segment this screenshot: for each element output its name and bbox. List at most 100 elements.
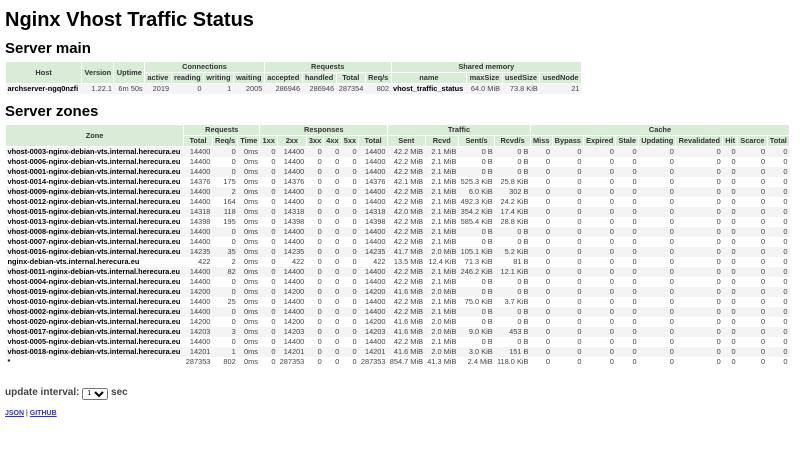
zone-row: vhost-0014-nginx-debian-vts.internal.her… [6,177,790,187]
cache-cell: 0 [615,187,639,197]
cache-cell: 0 [530,227,553,237]
server-zones-table: Zone Requests Responses Traffic Cache To… [4,124,791,367]
cell: vhost_traffic_status [391,83,467,94]
cell: 0ms [237,146,260,157]
github-link[interactable]: GITHUB [29,409,57,417]
cache-cell: 0 [760,217,766,226]
json-link[interactable]: JSON [5,409,25,417]
zone-row: vhost-0005-nginx-debian-vts.internal.her… [6,337,790,347]
cell: 0 [212,287,238,297]
column-header: Total [358,135,389,147]
cell: 14400 [189,297,211,306]
cache-cell: 0 [722,267,738,277]
zone-name: vhost-0002-nginx-debian-vts.internal.her… [5,307,184,317]
cell: 0 [335,357,340,366]
zone-row: vhost-0017-nginx-debian-vts.internal.her… [5,327,790,337]
zone-name: vhost-0006-nginx-debian-vts.internal.her… [7,157,181,166]
cell: 2.1 MiB [431,237,457,246]
cell: 2005 [233,83,265,94]
column-header: Expired [583,135,617,147]
link-separator: | [26,409,28,417]
cell: 2.1 MiB [425,167,459,177]
cell: 0ms [244,237,258,246]
cell: 0 [306,207,324,217]
cell: 42.2 MiB [393,237,424,246]
cell: 0 B [458,167,495,177]
cache-cell: 0 [577,257,582,266]
cell: 14400 [283,277,305,286]
zone-name: vhost-0003-nginx-debian-vts.internal.her… [5,146,184,157]
cell: 287353 [360,357,386,366]
zone-name: vhost-0015-nginx-debian-vts.internal.her… [5,207,184,217]
cache-cell: 0 [638,307,676,317]
cell: 525.3 KiB [460,177,493,186]
cell: 14400 [189,197,211,206]
column-header: Miss [529,135,553,147]
cache-cell: 0 [783,237,788,246]
column-header: Hit [722,135,739,147]
cell: 14400 [277,267,307,277]
cache-cell: 0 [609,157,614,166]
cache-cell: 0 [783,317,788,326]
cache-cell: 0 [675,247,723,257]
cache-cell: 0 [632,157,637,166]
cache-cell: 0 [615,247,639,257]
cell: 14400 [277,187,307,197]
cell: 287353 [185,357,211,366]
column-header: name [390,72,468,84]
cache-cell: 0 [552,227,584,237]
cell: 0 [323,327,342,337]
cell: 302 B [494,187,531,197]
cache-cell: 0 [716,157,721,166]
group-requests: Requests [183,124,261,136]
cell: 0 [317,217,322,226]
cache-cell: 0 [731,177,736,186]
cache-cell: 0 [577,277,582,286]
cell: 0 [271,197,276,206]
cell: 0 [306,146,324,157]
cache-cell: 0 [609,257,614,266]
cache-cell: 0 [552,327,584,337]
cell: 354.2 KiB [458,207,495,217]
cache-cell: 0 [722,347,738,357]
zone-name: vhost-0005-nginx-debian-vts.internal.her… [7,337,181,346]
cell: 854.7 MiB [389,357,424,366]
cell: 0 [341,247,359,257]
cache-cell: 0 [545,237,551,246]
cell: 0 [317,297,322,306]
zone-name: vhost-0014-nginx-debian-vts.internal.her… [7,177,181,186]
cache-cell: 0 [669,257,674,266]
cell: 14400 [358,227,388,237]
cell: 14398 [283,217,305,226]
zone-row: * 287353 802 0ms 0 287353 0 0 0 287353 854.7 MiB 41… [6,357,790,367]
cell: 2.1 MiB [431,217,457,226]
cache-cell: 0 [577,317,582,326]
zone-name: vhost-0004-nginx-debian-vts.internal.her… [7,277,181,286]
cell: 0 [317,317,322,326]
cell: 35 [212,247,238,257]
cache-cell: 0 [760,337,766,346]
cache-cell: 0 [669,357,674,366]
cell: 71.3 KiB [464,257,493,266]
cache-cell: 0 [545,177,551,186]
cell: 2.0 MiB [425,287,459,297]
cell: 0 [271,317,276,326]
column-header: Rcvd/s [494,135,531,147]
column-header: Rcvd [424,135,459,147]
column-header: Sent/s [457,135,496,147]
cell: 0 [352,257,357,266]
cell: 14400 [183,187,213,197]
cell: 195 [223,217,236,226]
cache-cell: 0 [638,146,676,157]
cache-cell: 0 [552,287,584,297]
update-interval-unit: sec [111,387,128,398]
cell: 0 B [517,337,529,346]
cell: 585.4 KiB [460,217,493,226]
cache-cell: 0 [609,197,614,206]
group-traffic: Traffic [387,124,531,136]
cell: 0 [271,257,276,266]
cell: 0 [323,267,342,277]
cell: 14318 [277,207,307,217]
update-interval-select[interactable]: 1 [82,387,109,400]
zone-name: vhost-0009-nginx-debian-vts.internal.her… [5,187,184,197]
